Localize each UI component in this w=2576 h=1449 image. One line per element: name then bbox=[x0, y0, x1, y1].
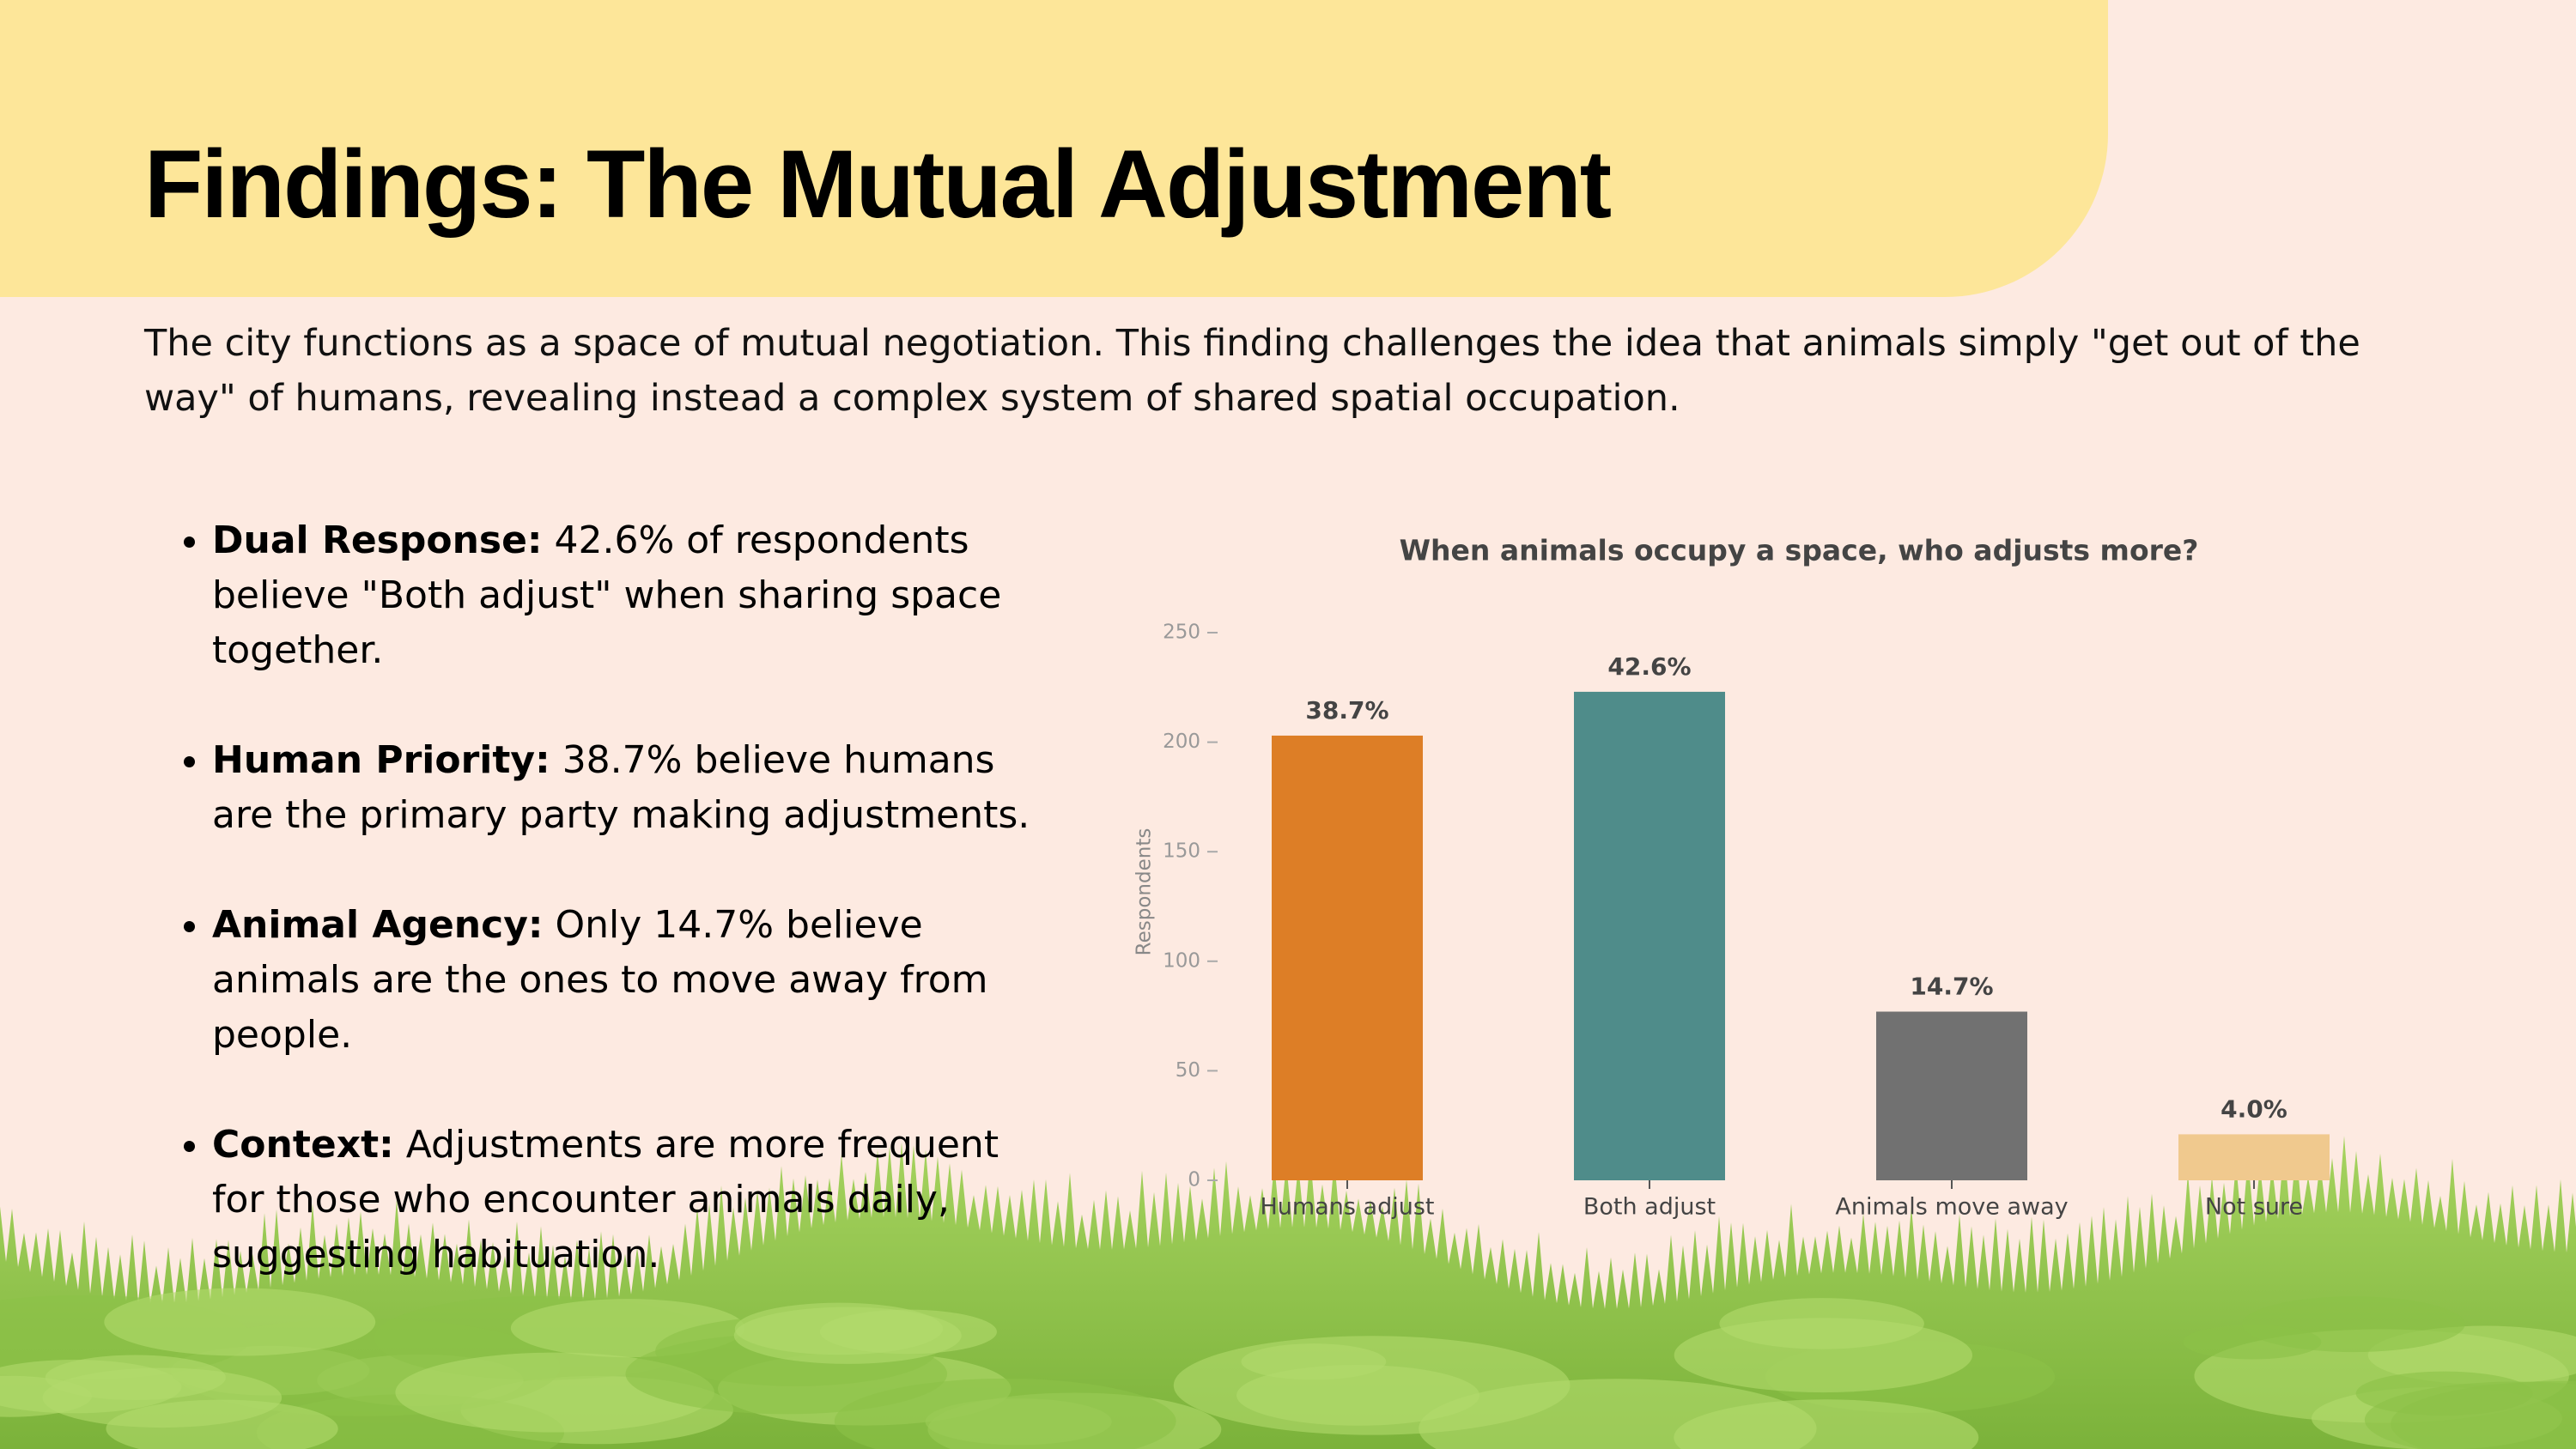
slide-title: Findings: The Mutual Adjustment bbox=[144, 130, 1612, 238]
bullet: Human Priority: 38.7% believe humans are… bbox=[212, 733, 1062, 843]
value-label: 14.7% bbox=[1910, 972, 1993, 1000]
x-tick-label: Both adjust bbox=[1583, 1194, 1716, 1221]
bullet: Context: Adjustments are more frequent f… bbox=[212, 1118, 1062, 1282]
bullet: Dual Response: 42.6% of respondents beli… bbox=[212, 513, 1062, 678]
grass bbox=[0, 1136, 2576, 1449]
y-tick-label: 150 bbox=[1163, 840, 1200, 863]
grass-tuft bbox=[2242, 1296, 2465, 1353]
x-tick-label: Animals move away bbox=[1835, 1194, 2068, 1221]
chart-title: When animals occupy a space, who adjusts… bbox=[1400, 534, 2199, 567]
grass-tuft bbox=[104, 1288, 376, 1356]
grass-tuft bbox=[733, 1307, 962, 1364]
y-tick-label: 100 bbox=[1163, 949, 1200, 972]
bullet-list: Dual Response: 42.6% of respondents beli… bbox=[172, 513, 1062, 1337]
bullet-text: 38.7% believe humans are the primary par… bbox=[212, 738, 1030, 837]
bullet-label: Animal Agency: bbox=[212, 903, 544, 947]
grass-tuft bbox=[1173, 1336, 1571, 1435]
y-tick-label: 50 bbox=[1176, 1059, 1200, 1082]
bar bbox=[1272, 735, 1423, 1180]
value-label: 38.7% bbox=[1305, 696, 1388, 724]
grass-tuft bbox=[42, 1367, 283, 1428]
bar bbox=[1574, 691, 1725, 1180]
bullet: Animal Agency: Only 14.7% believe animal… bbox=[212, 898, 1062, 1063]
bullet-text: 42.6% of respondents believe "Both adjus… bbox=[212, 518, 1002, 672]
y-tick-label: 250 bbox=[1163, 621, 1200, 644]
bullet-text: Adjustments are more frequent for those … bbox=[212, 1123, 999, 1276]
x-tick-label: Humans adjust bbox=[1261, 1194, 1435, 1221]
grass-tuft bbox=[1719, 1298, 1924, 1349]
y-tick-label: 200 bbox=[1163, 731, 1200, 753]
intro-text: The city functions as a space of mutual … bbox=[144, 322, 2360, 420]
bullet-label: Human Priority: bbox=[212, 738, 550, 782]
bullet-label: Context: bbox=[212, 1123, 394, 1167]
bullet-label: Dual Response: bbox=[212, 518, 543, 562]
value-label: 4.0% bbox=[2221, 1094, 2287, 1123]
y-tick-label: 0 bbox=[1188, 1169, 1200, 1191]
grass-tuft bbox=[1674, 1399, 1979, 1449]
bar bbox=[2178, 1134, 2330, 1180]
bar bbox=[1876, 1011, 2027, 1180]
grass-tuft bbox=[2355, 1371, 2533, 1416]
bullet-text: Only 14.7% believe animals are the ones … bbox=[212, 903, 988, 1057]
y-axis-label: Respondents bbox=[1133, 828, 1156, 956]
x-tick-label: Not sure bbox=[2205, 1194, 2303, 1221]
header-band bbox=[0, 0, 2108, 297]
value-label: 42.6% bbox=[1607, 652, 1691, 681]
